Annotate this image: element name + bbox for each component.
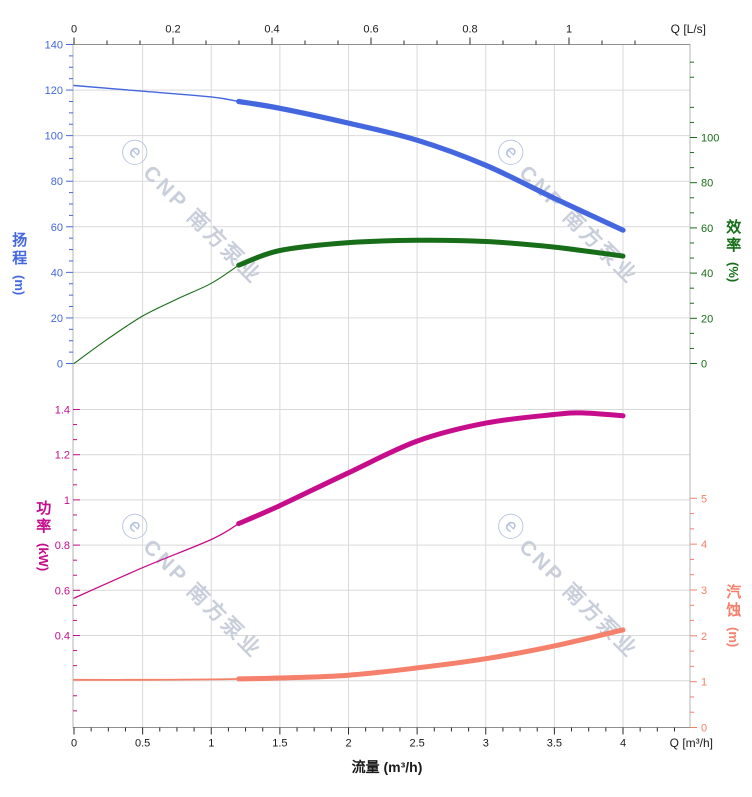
svg-text:ⓔCNP 南方泵业: ⓔCNP 南方泵业 — [114, 507, 271, 664]
svg-text:60: 60 — [701, 223, 713, 235]
head-axis: 0 20 40 60 80 100 120 140 — [45, 40, 73, 371]
efficiency-axis-unit: (%) — [726, 262, 742, 283]
svg-text:1: 1 — [64, 495, 70, 507]
svg-text:140: 140 — [45, 40, 63, 52]
svg-text:2.5: 2.5 — [409, 738, 424, 750]
svg-text:2: 2 — [345, 738, 351, 750]
power-curve — [236, 410, 626, 527]
svg-text:0.5: 0.5 — [135, 738, 150, 750]
svg-text:0.4: 0.4 — [55, 631, 70, 643]
power-curve-thin — [73, 522, 240, 599]
svg-text:80: 80 — [51, 176, 63, 188]
efficiency-axis-title: 效率 (%) — [724, 219, 741, 282]
svg-text:2: 2 — [701, 631, 707, 643]
svg-text:1.4: 1.4 — [55, 405, 70, 417]
svg-text:3: 3 — [701, 585, 707, 597]
top-axis: 0 0.2 0.4 0.6 0.8 1 — [71, 24, 636, 45]
efficiency-curve — [236, 237, 626, 268]
svg-text:3: 3 — [483, 738, 489, 750]
svg-text:ⓔCNP 南方泵业: ⓔCNP 南方泵业 — [114, 133, 271, 290]
svg-text:120: 120 — [45, 85, 63, 97]
svg-text:0: 0 — [701, 359, 707, 371]
efficiency-curve-thin — [73, 264, 240, 365]
efficiency-axis: 0 20 40 60 80 100 — [690, 61, 719, 371]
head-axis-title: 扬程 (m) — [10, 232, 27, 295]
svg-text:1: 1 — [208, 738, 214, 750]
head-curve — [236, 98, 626, 233]
power-axis: 0.4 0.6 0.8 1 1.2 1.4 — [55, 405, 80, 712]
svg-text:3.5: 3.5 — [547, 738, 562, 750]
svg-text:100: 100 — [701, 133, 719, 145]
head-axis-unit: (m) — [12, 275, 28, 296]
svg-text:0: 0 — [701, 723, 707, 735]
svg-text:40: 40 — [51, 267, 63, 279]
svg-text:1.5: 1.5 — [272, 738, 287, 750]
gridlines — [73, 44, 690, 728]
svg-text:0.6: 0.6 — [363, 24, 378, 36]
npsh-axis-title: 汽蚀 (m) — [724, 584, 741, 647]
bottom-axis: 0 0.5 1 1.5 2 2.5 3 3.5 4 — [71, 727, 675, 750]
svg-text:60: 60 — [51, 222, 63, 234]
svg-text:0.8: 0.8 — [462, 24, 477, 36]
svg-text:5: 5 — [701, 493, 707, 505]
svg-text:0.6: 0.6 — [55, 585, 70, 597]
svg-text:1: 1 — [701, 677, 707, 689]
head-axis-title-text: 扬程 — [10, 232, 28, 268]
power-axis-unit: (kW) — [36, 543, 52, 572]
cnp-watermark: ⓔCNP 南方泵业 — [114, 507, 271, 664]
npsh-curve — [236, 627, 626, 682]
svg-text:0: 0 — [71, 24, 77, 36]
svg-text:4: 4 — [620, 738, 626, 750]
svg-text:40: 40 — [701, 268, 713, 280]
power-axis-title-text: 功率 — [34, 500, 52, 536]
top-flow-unit-label: Q [L/s] — [670, 22, 706, 36]
curves — [73, 84, 626, 682]
svg-text:20: 20 — [701, 313, 713, 325]
svg-text:20: 20 — [51, 313, 63, 325]
power-axis-title: 功率 (kW) — [34, 500, 51, 571]
cnp-watermark: ⓔCNP 南方泵业 — [114, 133, 271, 290]
svg-text:0.8: 0.8 — [55, 540, 70, 552]
svg-text:0: 0 — [57, 359, 63, 371]
npsh-axis-title-text: 汽蚀 — [724, 584, 742, 620]
svg-text:1.2: 1.2 — [55, 450, 70, 462]
head-curve-thin — [73, 84, 240, 103]
bottom-flow-unit-label: Q [m³/h] — [669, 736, 713, 750]
svg-text:4: 4 — [701, 539, 707, 551]
npsh-curve-thin — [73, 678, 240, 681]
svg-text:80: 80 — [701, 178, 713, 190]
svg-text:1: 1 — [566, 24, 572, 36]
efficiency-axis-title-text: 效率 — [724, 219, 742, 255]
svg-text:0.2: 0.2 — [165, 24, 180, 36]
svg-text:0.4: 0.4 — [264, 24, 279, 36]
svg-text:100: 100 — [45, 131, 63, 143]
svg-text:0: 0 — [71, 738, 77, 750]
flow-axis-title: 流量 (m³/h) — [351, 759, 423, 775]
npsh-axis-unit: (m) — [726, 627, 742, 648]
npsh-axis: 0 1 2 3 4 5 — [690, 493, 707, 735]
